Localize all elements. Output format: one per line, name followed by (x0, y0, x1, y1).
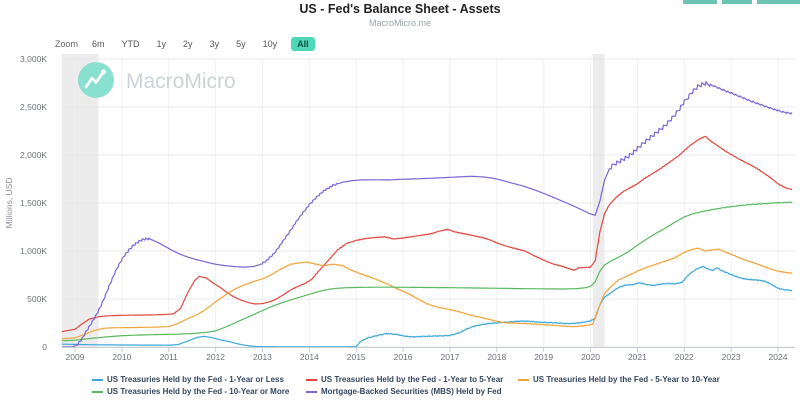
series-line-0[interactable] (61, 265, 793, 348)
x-tick-label-2013: 2013 (253, 352, 272, 362)
legend-dash-icon (306, 378, 317, 381)
range-button-ytd[interactable]: YTD (121, 39, 140, 49)
y-tick-label-1,500K: 1,500K (20, 198, 47, 208)
series-line-2[interactable] (61, 247, 793, 340)
page-title: US - Fed's Balance Sheet - Assets (299, 2, 501, 16)
series-lines (61, 81, 793, 348)
legend-dash-icon (92, 378, 103, 381)
range-button-6m[interactable]: 6m (92, 39, 105, 49)
recession-band (61, 54, 99, 348)
range-button-2y[interactable]: 2y (183, 39, 193, 49)
legend-dash-icon (306, 390, 317, 393)
x-tick-label-2019: 2019 (534, 352, 553, 362)
x-tick-label-2012: 2012 (206, 352, 225, 362)
watermark-text: MacroMicro (126, 70, 236, 93)
range-button-5y[interactable]: 5y (236, 39, 246, 49)
legend-label: US Treasuries Held by the Fed - 5-Year t… (533, 375, 720, 384)
x-tick-label-2009: 2009 (66, 352, 85, 362)
series-line-4[interactable] (61, 81, 793, 348)
chart-subtitle: MacroMicro.me (368, 18, 431, 28)
x-tick-label-2014: 2014 (300, 352, 319, 362)
range-button-1y[interactable]: 1y (156, 39, 167, 49)
x-tick-label-2011: 2011 (160, 352, 179, 362)
y-tick-label-3,000K: 3,000K (20, 54, 47, 64)
legend-item-3[interactable]: US Treasuries Held by the Fed - 10-Year … (92, 387, 289, 396)
macromicro-logo-icon (78, 62, 114, 98)
recession-band (592, 54, 605, 348)
teal-tab-indicator (683, 0, 717, 4)
macromicro-watermark: MacroMicro (78, 62, 236, 98)
x-tick-label-2018: 2018 (487, 352, 506, 362)
x-tick-label-2020: 2020 (581, 352, 600, 362)
x-tick-label-2017: 2017 (440, 352, 459, 362)
cropped-top-tabs (680, 0, 800, 4)
legend-dash-icon (518, 378, 529, 381)
teal-tab-indicator (757, 0, 800, 4)
x-tick-label-2022: 2022 (675, 352, 694, 362)
range-selector-toolbar: Zoom 6m YTD 1y 2y 3y 5y 10y All (55, 37, 315, 51)
series-line-1[interactable] (61, 135, 793, 333)
series-line-3[interactable] (61, 201, 793, 342)
legend-label: US Treasuries Held by the Fed - 10-Year … (107, 387, 290, 396)
x-tick-label-2021: 2021 (628, 352, 647, 362)
x-tick-label-2015: 2015 (347, 352, 366, 362)
legend-item-4[interactable]: Mortgage-Backed Securities (MBS) Held by… (306, 387, 501, 396)
range-button-10y[interactable]: 10y (262, 39, 278, 49)
legend-dash-icon (92, 390, 103, 393)
y-tick-label-2,000K: 2,000K (20, 150, 47, 160)
teal-tab-indicator (722, 0, 752, 4)
range-button-3y[interactable]: 3y (209, 39, 220, 49)
x-tick-label-2024: 2024 (769, 352, 788, 362)
legend-item-1[interactable]: US Treasuries Held by the Fed - 1-Year t… (306, 375, 503, 384)
y-tick-label-2,500K: 2,500K (20, 102, 47, 112)
macromicro-logo-dot-icon (101, 69, 106, 75)
recession-bands (61, 54, 605, 348)
legend-item-2[interactable]: US Treasuries Held by the Fed - 5-Year t… (518, 375, 720, 384)
x-tick-label-2023: 2023 (722, 352, 741, 362)
x-tick-label-2016: 2016 (394, 352, 413, 362)
legend-label: US Treasuries Held by the Fed - 1-Year o… (107, 375, 284, 384)
y-tick-label-500K: 500K (27, 294, 47, 304)
legend-item-0[interactable]: US Treasuries Held by the Fed - 1-Year o… (92, 375, 284, 384)
range-buttons: 6m YTD 1y 2y 3y 5y 10y All (89, 37, 315, 51)
legend-label: Mortgage-Backed Securities (MBS) Held by… (321, 387, 502, 396)
y-tick-label-1,000K: 1,000K (20, 246, 47, 256)
y-tick-label-0: 0 (42, 342, 47, 352)
axes: 2009 2010 2011 2012 2013 2014 2015 2016 2017 2018… (20, 54, 795, 362)
x-tick-label-2010: 2010 (112, 352, 131, 362)
legend-label: US Treasuries Held by the Fed - 1-Year t… (321, 375, 504, 384)
zoom-label: Zoom (55, 39, 79, 49)
range-button-all[interactable]: All (291, 37, 315, 51)
y-axis-title: Millions, USD (4, 177, 14, 228)
macromicro-logo-zigzag-icon (84, 71, 105, 89)
